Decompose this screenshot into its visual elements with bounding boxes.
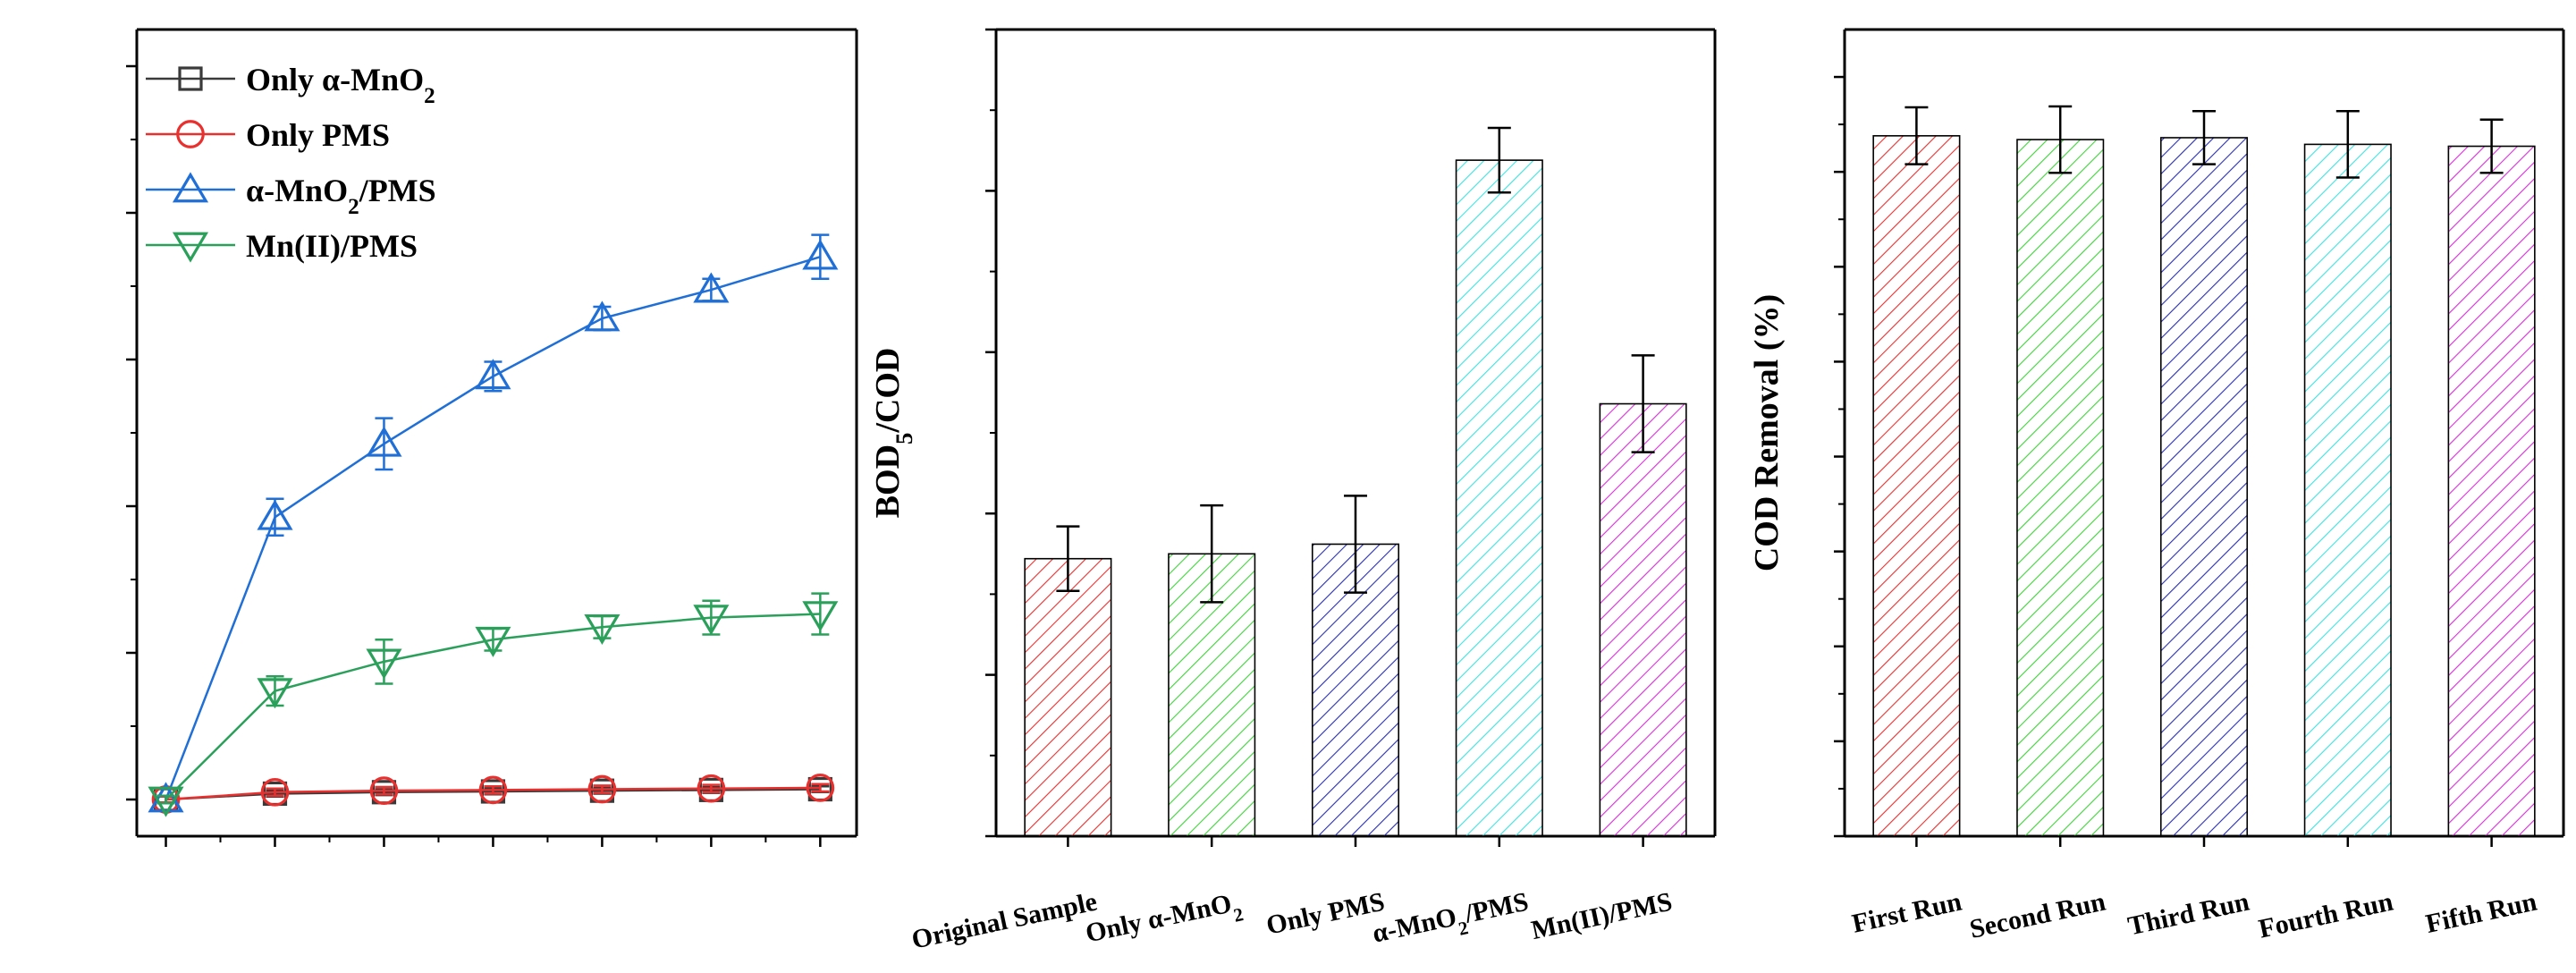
text-span: /PMS bbox=[359, 173, 436, 208]
bar-group-2 bbox=[1311, 495, 1400, 837]
text-span: 2 bbox=[348, 195, 359, 219]
triangle-up-marker bbox=[802, 239, 839, 270]
triangle-down-marker bbox=[148, 786, 184, 817]
text-span: First Run bbox=[1850, 887, 1965, 939]
y-axis-title: COD Removal (%) bbox=[1748, 294, 1786, 571]
bar bbox=[2303, 143, 2392, 837]
text-span: Mn(II)/PMS bbox=[246, 228, 418, 264]
text-span: α-MnO bbox=[246, 173, 348, 208]
triangle-up-marker bbox=[693, 272, 730, 303]
x-tick-label: Third Run bbox=[2125, 887, 2252, 942]
series-1 bbox=[151, 774, 835, 814]
x-tick-label: Mn(II)/PMS bbox=[1529, 887, 1675, 946]
x-tick-label: α-MnO2/PMS bbox=[1370, 887, 1533, 958]
triangle-up-marker bbox=[584, 300, 621, 332]
text-span: BOD bbox=[869, 444, 907, 518]
triangle-up-marker bbox=[148, 782, 184, 813]
x-tick-label: Only PMS bbox=[1263, 887, 1387, 941]
circle-marker bbox=[697, 774, 726, 803]
legend-label: Mn(II)/PMS bbox=[246, 228, 418, 264]
bar bbox=[1024, 557, 1112, 837]
x-tick-label: Fifth Run bbox=[2423, 887, 2539, 940]
circle-marker bbox=[176, 120, 205, 148]
text-span: Fifth Run bbox=[2423, 887, 2539, 940]
text-span: Only PMS bbox=[246, 117, 390, 153]
triangle-up-marker bbox=[366, 426, 402, 457]
triangle-down-marker bbox=[172, 232, 209, 263]
triangle-down-marker bbox=[693, 605, 730, 636]
circle-marker bbox=[260, 777, 290, 807]
triangle-down-marker bbox=[802, 601, 839, 632]
bar-group-1 bbox=[2016, 105, 2105, 837]
text-span: Fourth Run bbox=[2256, 887, 2395, 944]
triangle-down-marker bbox=[257, 678, 293, 709]
text-span: 2 bbox=[1457, 917, 1470, 940]
text-span: Second Run bbox=[1967, 887, 2108, 944]
triangle-up-marker bbox=[172, 172, 209, 203]
circle-marker bbox=[478, 775, 508, 805]
text-span: Only α-MnO bbox=[1083, 889, 1234, 949]
text-span: Mn(II)/PMS bbox=[1529, 887, 1675, 946]
x-tick-label: Fourth Run bbox=[2256, 887, 2395, 944]
legend-label: Only PMS bbox=[246, 117, 390, 153]
bar-group-3 bbox=[1455, 126, 1543, 837]
circle-marker bbox=[369, 776, 399, 806]
text-span: 2 bbox=[424, 84, 435, 108]
text-span: Only PMS bbox=[1263, 887, 1387, 941]
bar bbox=[1455, 159, 1543, 837]
bar bbox=[2447, 145, 2536, 837]
text-span: Only α-MnO bbox=[246, 62, 424, 97]
triangle-up-marker bbox=[257, 499, 293, 530]
panel-c-bar-chart: First Run Second Run Third Run Fourth Run Fi… bbox=[1748, 28, 2565, 944]
text-span: 2 bbox=[1231, 903, 1245, 926]
bar bbox=[2159, 137, 2249, 837]
bar-group-4 bbox=[1599, 354, 1687, 837]
triangle-down-marker bbox=[584, 613, 621, 645]
bar bbox=[1599, 402, 1687, 837]
legend-label: α-MnO2/PMS bbox=[246, 173, 436, 219]
triangle-up-marker bbox=[475, 359, 511, 390]
bar-group-4 bbox=[2447, 118, 2536, 837]
bar bbox=[1872, 135, 1961, 837]
x-tick-label: Second Run bbox=[1967, 887, 2108, 944]
text-span: Third Run bbox=[2125, 887, 2252, 942]
series-2 bbox=[148, 233, 839, 813]
x-tick-label: First Run bbox=[1850, 887, 1965, 939]
text-span: COD Removal (%) bbox=[1748, 294, 1786, 571]
circle-marker bbox=[806, 774, 835, 802]
text-span: /COD bbox=[869, 348, 907, 434]
circle-marker bbox=[587, 774, 617, 804]
x-tick-label: Only α-MnO2 bbox=[1083, 887, 1246, 958]
triangle-down-marker bbox=[366, 648, 402, 680]
text-span: 5 bbox=[891, 433, 917, 444]
bar-group-0 bbox=[1024, 525, 1112, 837]
legend-label: Only α-MnO2 bbox=[246, 62, 435, 108]
triangle-down-marker bbox=[475, 626, 511, 657]
text-span: Original Sample bbox=[909, 887, 1100, 955]
bar-group-1 bbox=[1168, 503, 1256, 837]
x-tick-label: Original Sample bbox=[909, 887, 1100, 955]
bar-group-3 bbox=[2303, 110, 2392, 837]
square-marker bbox=[178, 66, 203, 91]
text-span: /PMS bbox=[1461, 887, 1531, 929]
bar bbox=[2016, 139, 2105, 837]
bar-group-2 bbox=[2159, 110, 2249, 837]
y-axis-title: BOD5/COD bbox=[869, 348, 917, 519]
series-3 bbox=[148, 592, 839, 817]
bar-group-0 bbox=[1872, 106, 1961, 837]
